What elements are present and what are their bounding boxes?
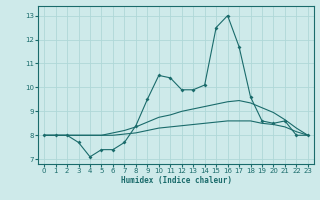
X-axis label: Humidex (Indice chaleur): Humidex (Indice chaleur)	[121, 176, 231, 185]
